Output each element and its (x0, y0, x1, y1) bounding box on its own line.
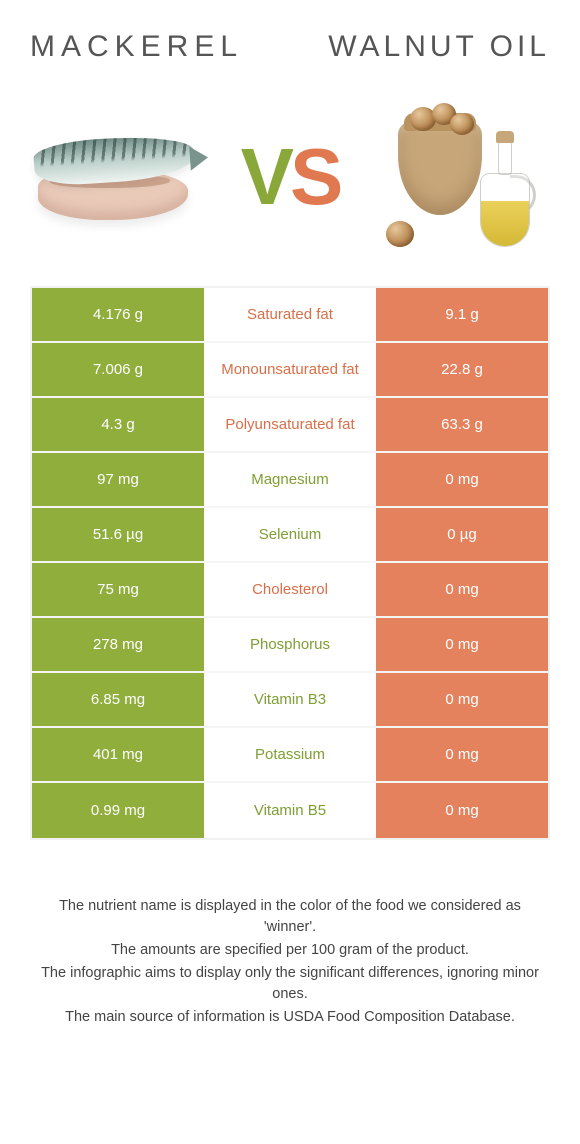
table-row: 0.99 mgVitamin B50 mg (32, 783, 548, 838)
table-row: 278 mgPhosphorus0 mg (32, 618, 548, 673)
left-value: 7.006 g (32, 343, 204, 396)
right-value: 9.1 g (376, 288, 548, 341)
nutrient-name: Potassium (204, 728, 376, 781)
vs-label: VS (241, 137, 340, 217)
table-row: 75 mgCholesterol0 mg (32, 563, 548, 618)
left-value: 4.3 g (32, 398, 204, 451)
left-value: 97 mg (32, 453, 204, 506)
mackerel-illustration (30, 122, 200, 232)
nutrient-name: Phosphorus (204, 618, 376, 671)
footnote-line: The amounts are specified per 100 gram o… (36, 940, 544, 961)
right-value: 22.8 g (376, 343, 548, 396)
footnote-line: The main source of information is USDA F… (36, 1007, 544, 1028)
vs-s: S (290, 137, 339, 217)
right-value: 0 mg (376, 618, 548, 671)
left-value: 401 mg (32, 728, 204, 781)
right-food-title: Walnut oil (328, 30, 550, 64)
nutrient-name: Magnesium (204, 453, 376, 506)
left-value: 278 mg (32, 618, 204, 671)
table-row: 4.3 gPolyunsaturated fat63.3 g (32, 398, 548, 453)
table-row: 6.85 mgVitamin B30 mg (32, 673, 548, 728)
table-row: 7.006 gMonounsaturated fat22.8 g (32, 343, 548, 398)
nutrient-name: Vitamin B3 (204, 673, 376, 726)
right-value: 0 mg (376, 453, 548, 506)
right-value: 0 mg (376, 673, 548, 726)
right-food-image (380, 97, 550, 257)
right-value: 0 mg (376, 728, 548, 781)
right-value: 0 mg (376, 783, 548, 838)
nutrient-name: Vitamin B5 (204, 783, 376, 838)
right-value: 0 µg (376, 508, 548, 561)
left-value: 51.6 µg (32, 508, 204, 561)
nutrient-name: Saturated fat (204, 288, 376, 341)
table-row: 401 mgPotassium0 mg (32, 728, 548, 783)
footnote-line: The nutrient name is displayed in the co… (36, 896, 544, 938)
vs-v: V (241, 137, 290, 217)
titles-row: Mackerel Walnut oil (30, 30, 550, 64)
left-food-title: Mackerel (30, 30, 243, 64)
nutrient-name: Cholesterol (204, 563, 376, 616)
right-value: 63.3 g (376, 398, 548, 451)
infographic: Mackerel Walnut oil VS (0, 0, 580, 1050)
table-row: 97 mgMagnesium0 mg (32, 453, 548, 508)
footnotes: The nutrient name is displayed in the co… (30, 896, 550, 1028)
left-food-image (30, 97, 200, 257)
left-value: 6.85 mg (32, 673, 204, 726)
footnote-line: The infographic aims to display only the… (36, 963, 544, 1005)
walnut-oil-illustration (380, 97, 550, 257)
nutrient-name: Selenium (204, 508, 376, 561)
nutrient-name: Monounsaturated fat (204, 343, 376, 396)
left-value: 0.99 mg (32, 783, 204, 838)
right-value: 0 mg (376, 563, 548, 616)
hero-row: VS (30, 92, 550, 262)
nutrient-name: Polyunsaturated fat (204, 398, 376, 451)
left-value: 4.176 g (32, 288, 204, 341)
comparison-table: 4.176 gSaturated fat9.1 g7.006 gMonounsa… (30, 286, 550, 840)
left-value: 75 mg (32, 563, 204, 616)
table-row: 51.6 µgSelenium0 µg (32, 508, 548, 563)
table-row: 4.176 gSaturated fat9.1 g (32, 288, 548, 343)
